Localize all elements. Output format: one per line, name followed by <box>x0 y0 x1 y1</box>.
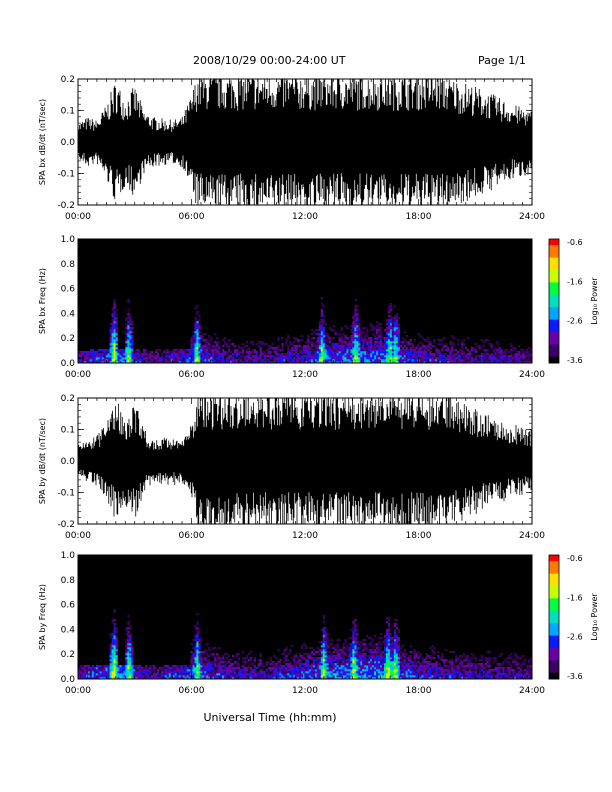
y-tick-label: 0.2 <box>61 394 75 404</box>
bx-spectrogram-cells <box>78 297 533 364</box>
by-spectrogram-colorbar: -0.6 -1.6 -2.6 -3.6 Log₁₀ Power <box>548 554 599 681</box>
x-axis-label: Universal Time (hh:mm) <box>204 711 337 724</box>
x-tick-label: 24:00 <box>519 212 545 222</box>
y-tick-label: 0.8 <box>61 576 76 586</box>
x-tick-label: 00:00 <box>65 370 91 380</box>
y-tick-label: 0.0 <box>61 675 76 685</box>
y-tick-label: 0.1 <box>61 107 75 117</box>
by-waveform-ylabel: SPA by dB/dt (nT/sec) <box>38 418 47 504</box>
y-tick-label: 0.0 <box>61 457 76 467</box>
colorbar-tick-label: -2.6 <box>567 633 583 642</box>
x-tick-label: 06:00 <box>179 531 205 541</box>
x-tick-label: 24:00 <box>519 686 545 696</box>
x-tick-label: 18:00 <box>406 212 432 222</box>
x-tick-label: 24:00 <box>519 531 545 541</box>
x-tick-label: 06:00 <box>179 370 205 380</box>
colorbar-label: Log₁₀ Power <box>590 277 599 325</box>
by-spectrogram-cells <box>78 609 533 680</box>
y-tick-label: 1.0 <box>61 551 76 561</box>
panels: 00:00 06:00 12:00 18:00 24:00 0.2 0.1 0.0 -0.1 -0… <box>38 75 599 696</box>
colorbar-tick-label: -2.6 <box>567 317 583 326</box>
x-tick-label: 18:00 <box>406 370 432 380</box>
x-tick-label: 24:00 <box>519 370 545 380</box>
bx-waveform-trace <box>78 79 532 205</box>
y-tick-label: -0.1 <box>57 170 75 180</box>
x-tick-label: 00:00 <box>65 686 91 696</box>
y-tick-label: -0.2 <box>57 520 75 530</box>
by-waveform-trace <box>78 398 532 524</box>
x-tick-label: 06:00 <box>179 212 205 222</box>
x-tick-label: 12:00 <box>292 531 318 541</box>
colorbar-label: Log₁₀ Power <box>590 593 599 641</box>
colorbar-tick-label: -1.6 <box>567 277 583 286</box>
x-tick-label: 12:00 <box>292 686 318 696</box>
y-tick-label: 0.2 <box>61 75 75 85</box>
y-tick-label: 0.2 <box>61 334 75 344</box>
bx-waveform-ylabel: SPA bx dB/dt (nT/sec) <box>38 99 47 185</box>
bx-spectrogram-panel: -0.6 -1.6 -2.6 -3.6 Log₁₀ Power 00:00 06:00 12:… <box>38 235 599 380</box>
y-tick-label: 0.4 <box>61 309 76 319</box>
y-tick-label: 0.8 <box>61 260 76 270</box>
y-tick-label: 0.4 <box>61 625 76 635</box>
colorbar-tick-label: -3.6 <box>567 356 583 365</box>
by-spectrogram-panel: -0.6 -1.6 -2.6 -3.6 Log₁₀ Power 00:00 06:00 12:… <box>38 551 599 696</box>
x-tick-label: 06:00 <box>179 686 205 696</box>
by-spectrogram-ylabel: SPA by Freq (Hz) <box>38 584 47 650</box>
x-tick-label: 12:00 <box>292 370 318 380</box>
colorbar-tick-label: -1.6 <box>567 593 583 602</box>
bx-spectrogram-colorbar: -0.6 -1.6 -2.6 -3.6 Log₁₀ Power <box>548 238 599 365</box>
y-tick-label: 0.0 <box>61 138 76 148</box>
x-tick-label: 18:00 <box>406 686 432 696</box>
by-waveform-panel: 00:00 06:00 12:00 18:00 24:00 0.2 0.1 0.0 -0.1 -0… <box>38 394 545 541</box>
x-tick-label: 12:00 <box>292 212 318 222</box>
y-tick-label: 0.6 <box>61 285 76 295</box>
y-tick-label: 0.2 <box>61 650 75 660</box>
page-label: Page 1/1 <box>478 54 526 67</box>
colorbar-tick-label: -0.6 <box>567 554 583 563</box>
x-tick-label: 00:00 <box>65 531 91 541</box>
y-tick-label: 0.1 <box>61 426 75 436</box>
y-tick-label: -0.1 <box>57 489 75 499</box>
colorbar-tick-label: -3.6 <box>567 672 583 681</box>
y-tick-label: -0.2 <box>57 201 75 211</box>
y-tick-label: 0.0 <box>61 359 76 369</box>
bx-waveform-panel: 00:00 06:00 12:00 18:00 24:00 0.2 0.1 0.0 -0.1 -0… <box>38 75 545 222</box>
date-range-title: 2008/10/29 00:00-24:00 UT <box>193 54 346 67</box>
x-tick-label: 00:00 <box>65 212 91 222</box>
y-tick-label: 1.0 <box>61 235 76 245</box>
x-tick-label: 18:00 <box>406 531 432 541</box>
y-tick-label: 0.6 <box>61 601 76 611</box>
bx-spectrogram-ylabel: SPA bx Freq (Hz) <box>38 268 47 334</box>
colorbar-tick-label: -0.6 <box>567 238 583 247</box>
